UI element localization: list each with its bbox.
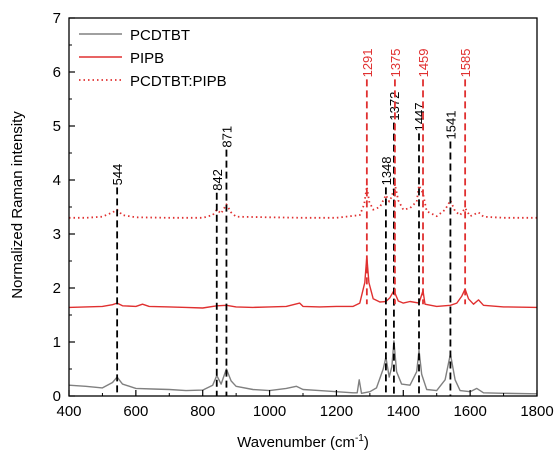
x-tick-label: 400 [56, 403, 81, 420]
y-tick-label: 5 [53, 118, 61, 135]
peak-label-1348: 1348 [379, 156, 394, 185]
y-tick-label: 0 [53, 388, 61, 405]
peak-label-871: 871 [219, 126, 234, 148]
y-tick-label: 7 [53, 10, 61, 27]
peak-label-842: 842 [210, 169, 225, 191]
y-tick-label: 1 [53, 334, 61, 351]
x-axis-label-main: Wavenumber (cm [237, 434, 355, 451]
x-tick-label: 1000 [253, 403, 286, 420]
series-layer [68, 183, 538, 395]
x-axis-label-sup: -1 [355, 433, 364, 444]
peak-label-1375: 1375 [388, 48, 403, 77]
peak-label-1585: 1585 [458, 48, 473, 77]
y-tick-label: 6 [53, 64, 61, 81]
series-line-pcdtbt [68, 340, 538, 395]
y-tick-label: 2 [53, 280, 61, 297]
y-tick-label: 4 [53, 172, 61, 189]
peak-label-1459: 1459 [416, 48, 431, 77]
legend-label-1: PIPB [130, 50, 164, 67]
series-line-pcdtbt-pipb [69, 183, 537, 219]
x-axis-label: Wavenumber (cm-1) [237, 433, 369, 451]
legend: PCDTBT PIPB PCDTBT:PIPB [79, 27, 227, 90]
x-tick-label: 600 [123, 403, 148, 420]
legend-label-2: PCDTBT:PIPB [130, 73, 227, 90]
y-axis-label: Normalized Raman intensity [9, 111, 26, 299]
x-tick-label: 1400 [387, 403, 420, 420]
x-tick-label: 1200 [320, 403, 353, 420]
x-tick-label: 1800 [520, 403, 553, 420]
peak-markers: 5448428711348137214471541129113751459158… [110, 48, 473, 396]
peak-label-1541: 1541 [443, 111, 458, 140]
x-tick-label: 800 [190, 403, 215, 420]
x-axis-label-close: ) [364, 434, 369, 451]
peak-label-1291: 1291 [360, 48, 375, 77]
legend-label-0: PCDTBT [130, 27, 190, 44]
series-line-pipb [68, 256, 538, 309]
y-tick-label: 3 [53, 226, 61, 243]
peak-label-1447: 1447 [412, 102, 427, 131]
axes: 400 600 800 1000 1200 1400 1600 1800 0 1 2 3 4 5 6 7 [53, 10, 554, 420]
x-tick-label: 1600 [453, 403, 486, 420]
peak-label-544: 544 [110, 164, 125, 186]
